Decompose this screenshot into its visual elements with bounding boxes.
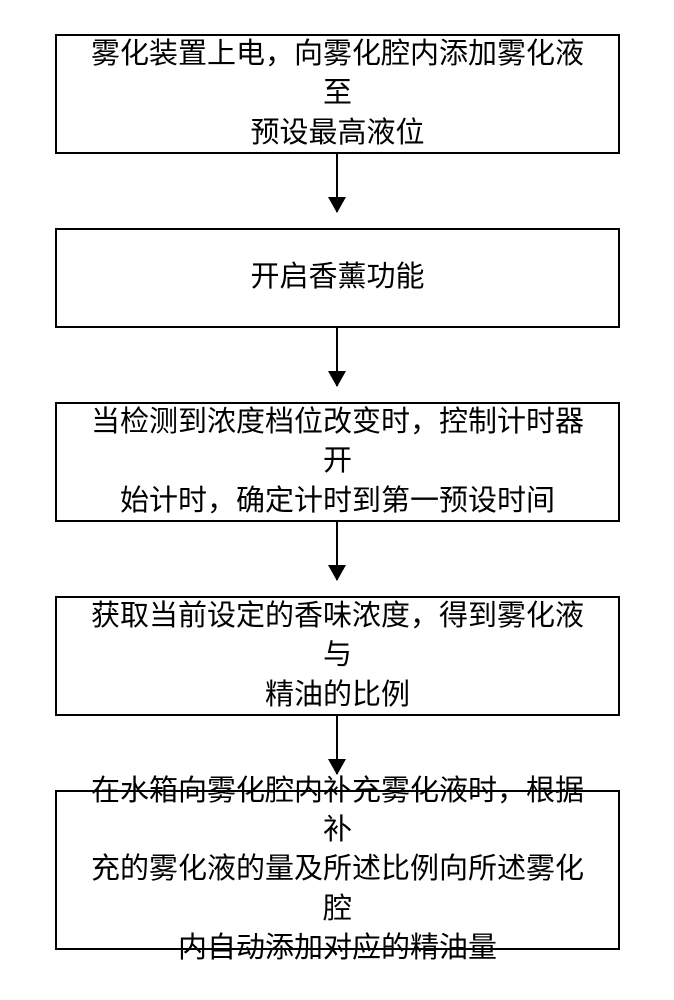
flow-arrow-4-5 (336, 716, 338, 774)
flow-step-1-text: 雾化装置上电，向雾化腔内添加雾化液至 预设最高液位 (77, 35, 598, 152)
flow-arrow-3-4 (336, 522, 338, 580)
flow-step-3-text: 当检测到浓度档位改变时，控制计时器开 始计时，确定计时到第一预设时间 (77, 403, 598, 520)
flow-step-3: 当检测到浓度档位改变时，控制计时器开 始计时，确定计时到第一预设时间 (55, 402, 620, 522)
flow-step-4-text: 获取当前设定的香味浓度，得到雾化液与 精油的比例 (77, 597, 598, 714)
flow-step-1: 雾化装置上电，向雾化腔内添加雾化液至 预设最高液位 (55, 34, 620, 154)
flow-arrow-1-2 (336, 154, 338, 212)
flowchart-canvas: 雾化装置上电，向雾化腔内添加雾化液至 预设最高液位 开启香薰功能 当检测到浓度档… (0, 0, 674, 1000)
flow-step-2-text: 开启香薰功能 (250, 258, 424, 297)
flow-arrow-2-3 (336, 328, 338, 386)
flow-step-4: 获取当前设定的香味浓度，得到雾化液与 精油的比例 (55, 596, 620, 716)
flow-step-5: 在水箱向雾化腔内补充雾化液时，根据补 充的雾化液的量及所述比例向所述雾化腔 内自… (55, 790, 620, 950)
flow-step-2: 开启香薰功能 (55, 228, 620, 328)
flow-step-5-text: 在水箱向雾化腔内补充雾化液时，根据补 充的雾化液的量及所述比例向所述雾化腔 内自… (77, 772, 598, 968)
